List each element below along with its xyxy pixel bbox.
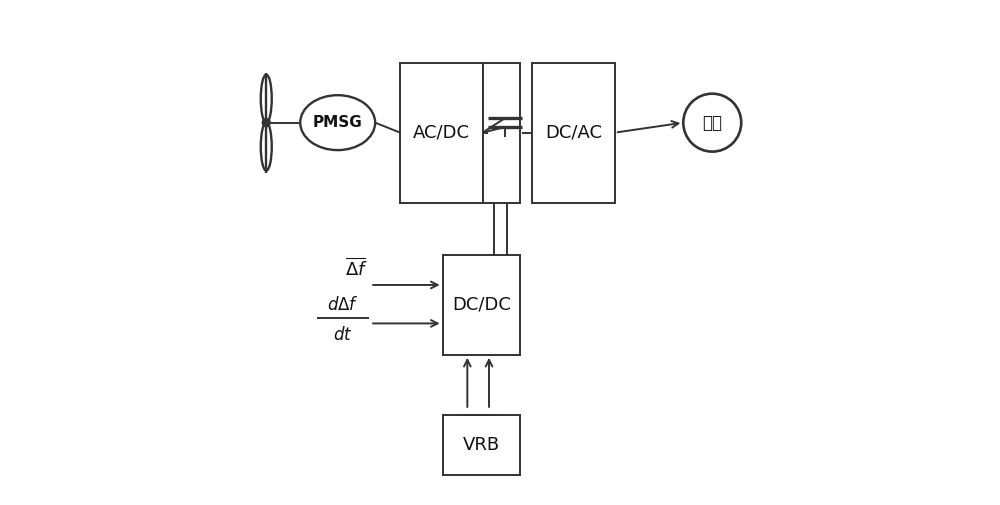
Text: 电网: 电网 [702,114,722,132]
Text: VRB: VRB [463,436,500,454]
Bar [532,63,615,203]
Text: DC/AC: DC/AC [545,124,602,141]
Bar [400,63,483,203]
Text: PMSG: PMSG [313,115,363,130]
Text: DC/DC: DC/DC [452,296,511,314]
Text: AC/DC: AC/DC [413,124,470,141]
Text: $\overline{\Delta f}$: $\overline{\Delta f}$ [345,257,368,279]
Text: $d\Delta f$: $d\Delta f$ [327,296,359,315]
Circle shape [262,119,270,127]
Bar [443,255,520,355]
Text: $dt$: $dt$ [333,326,352,344]
Bar [483,63,520,203]
Bar [443,415,520,475]
